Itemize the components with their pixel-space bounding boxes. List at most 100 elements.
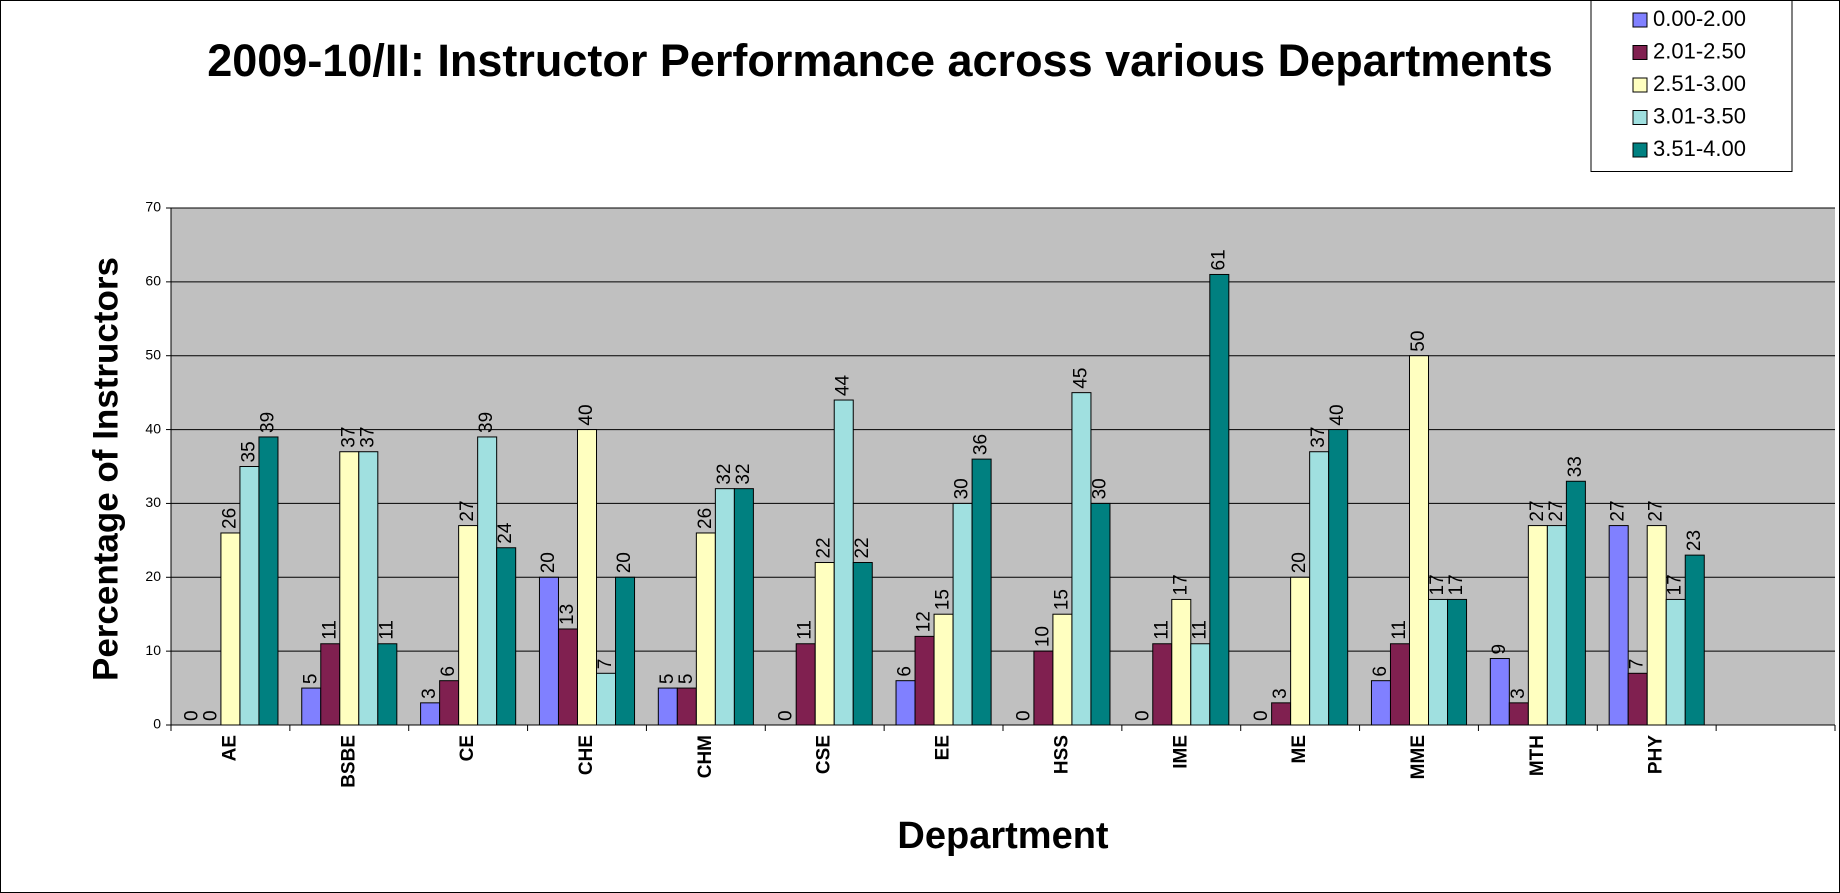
bar [1309,451,1330,726]
bar [420,702,441,726]
bar [320,643,341,726]
value-label: 5 [676,673,697,684]
x-tick-label: EE [933,735,954,760]
value-label: 7 [595,659,616,670]
bar [676,687,697,726]
value-label: 27 [457,500,478,521]
value-label: 61 [1208,249,1229,270]
bar [1408,355,1430,726]
value-label: 17 [1665,574,1686,595]
bar [1071,392,1092,726]
x-tick-label: BSBE [338,735,359,788]
bar [557,628,578,726]
value-label: 22 [852,537,873,558]
x-tick-label: AE [219,735,240,761]
value-label: 0 [1132,710,1153,721]
legend-label: 0.00-2.00 [1653,6,1746,31]
legend-swatch [1632,45,1648,60]
value-label: 11 [376,620,397,640]
y-tick-label: 40 [145,420,161,436]
y-tick-label: 60 [145,273,161,289]
value-label: 37 [357,427,378,448]
bar [301,687,322,726]
value-label: 17 [1170,574,1191,595]
bar [1209,273,1230,726]
bar [1489,658,1510,726]
value-label: 30 [1089,478,1110,499]
x-tick-label: CE [457,735,478,761]
bar [1447,598,1468,726]
value-label: 17 [1427,574,1448,595]
bar [895,680,916,726]
bar [1627,672,1648,726]
value-label: 27 [1527,500,1548,521]
value-label: 36 [971,434,992,455]
bar [1171,598,1192,726]
value-label: 5 [657,673,678,684]
bar [220,532,241,726]
value-label: 32 [714,464,735,485]
legend-swatch [1632,142,1648,158]
value-label: 15 [1051,589,1072,610]
bar [496,547,517,726]
x-tick-label: HSS [1051,735,1072,774]
bar [1290,576,1311,726]
value-label: 10 [1032,626,1053,647]
bar [971,458,992,726]
value-label: 39 [476,412,497,433]
value-label: 6 [1370,666,1391,677]
value-label: 33 [1565,456,1586,477]
value-label: 13 [557,604,578,625]
legend-label: 3.01-3.50 [1653,103,1746,128]
y-tick-label: 0 [153,716,161,732]
x-axis-label: Department [897,815,1108,857]
bar [795,643,816,726]
value-label: 26 [695,508,716,529]
value-label: 20 [1289,552,1310,573]
bar [1090,502,1111,726]
value-label: 11 [1151,620,1172,640]
bar [1646,525,1667,726]
legend-swatch [1632,12,1648,28]
value-label: 27 [1546,500,1567,521]
bar [852,562,873,726]
y-tick-label: 10 [145,642,161,658]
legend-label: 2.01-2.50 [1653,38,1746,63]
value-label: 9 [1489,644,1510,655]
value-label: 35 [238,441,259,462]
bar [1665,598,1686,726]
bar [714,488,735,726]
value-label: 20 [538,552,559,573]
x-tick-label: MME [1408,735,1429,779]
bar [1389,643,1410,726]
bar [1565,480,1586,726]
value-label: 40 [576,404,597,425]
bar [458,525,479,726]
legend-swatch [1632,110,1648,125]
value-label: 17 [1446,574,1467,595]
value-label: 0 [1013,710,1034,721]
x-tick-label: CSE [814,735,835,774]
bar [733,488,754,726]
value-label: 5 [300,673,321,684]
bar [1527,525,1548,726]
value-label: 11 [1189,620,1210,640]
legend-label: 2.51-3.00 [1653,71,1746,96]
bar [239,466,260,726]
bar [339,451,360,726]
bar [1271,702,1292,726]
bar [1428,598,1449,726]
y-tick-label: 30 [145,494,161,510]
x-tick-label: CHM [695,735,716,778]
y-tick-label: 50 [145,346,161,362]
x-tick-label: CHE [576,735,597,775]
bar [377,643,398,726]
y-axis-label: Percentage of Instructors [86,257,125,681]
value-label: 27 [1608,500,1629,521]
value-label: 40 [1327,404,1348,425]
x-tick-label: MTH [1527,735,1548,776]
bar [1370,680,1391,726]
bar [1328,429,1349,726]
value-label: 39 [257,412,278,433]
value-label: 50 [1408,331,1429,352]
